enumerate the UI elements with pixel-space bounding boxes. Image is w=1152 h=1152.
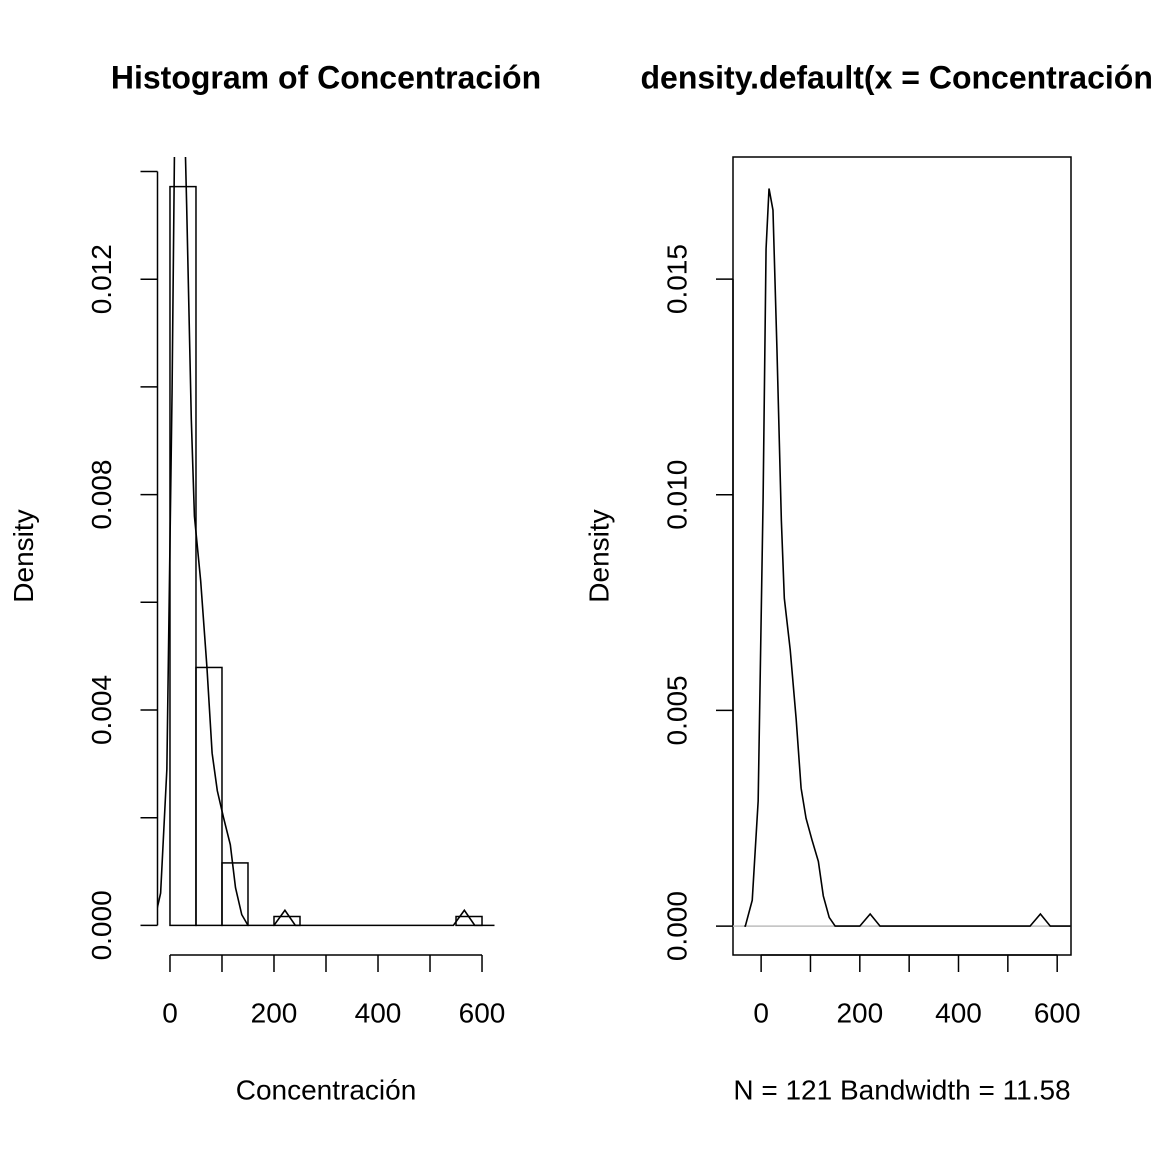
x-tick-label: 600 — [459, 997, 506, 1028]
y-tick-label: 0.004 — [86, 675, 117, 745]
chart-title: density.default(x = Concentración) — [640, 59, 1152, 95]
density-curve — [157, 157, 495, 927]
bar — [195, 666, 223, 927]
y-tick-label: 0.010 — [661, 460, 692, 530]
bar — [221, 862, 249, 927]
x-axis-label: Concentración — [236, 1074, 417, 1105]
x-tick-label: 400 — [935, 997, 982, 1028]
y-tick-label: 0.000 — [86, 890, 117, 960]
y-axis-label: Density — [8, 509, 39, 602]
bar — [273, 915, 301, 927]
y-axis-label: Density — [583, 509, 614, 602]
x-tick-label: 200 — [251, 997, 298, 1028]
density-curve — [744, 188, 1071, 927]
y-tick-label: 0.012 — [86, 244, 117, 314]
x-tick-label: 0 — [753, 997, 769, 1028]
y-tick-label: 0.000 — [661, 891, 692, 961]
x-tick-label: 400 — [355, 997, 402, 1028]
x-tick-label: 0 — [162, 997, 178, 1028]
x-tick-label: 200 — [836, 997, 883, 1028]
x-tick-label: 600 — [1034, 997, 1081, 1028]
y-tick-label: 0.008 — [86, 460, 117, 530]
x-axis-label: N = 121 Bandwidth = 11.58 — [733, 1074, 1070, 1105]
chart-title: Histogram of Concentración — [111, 59, 541, 95]
y-tick-label: 0.005 — [661, 675, 692, 745]
plot-box — [732, 156, 1072, 956]
y-tick-label: 0.015 — [661, 244, 692, 314]
